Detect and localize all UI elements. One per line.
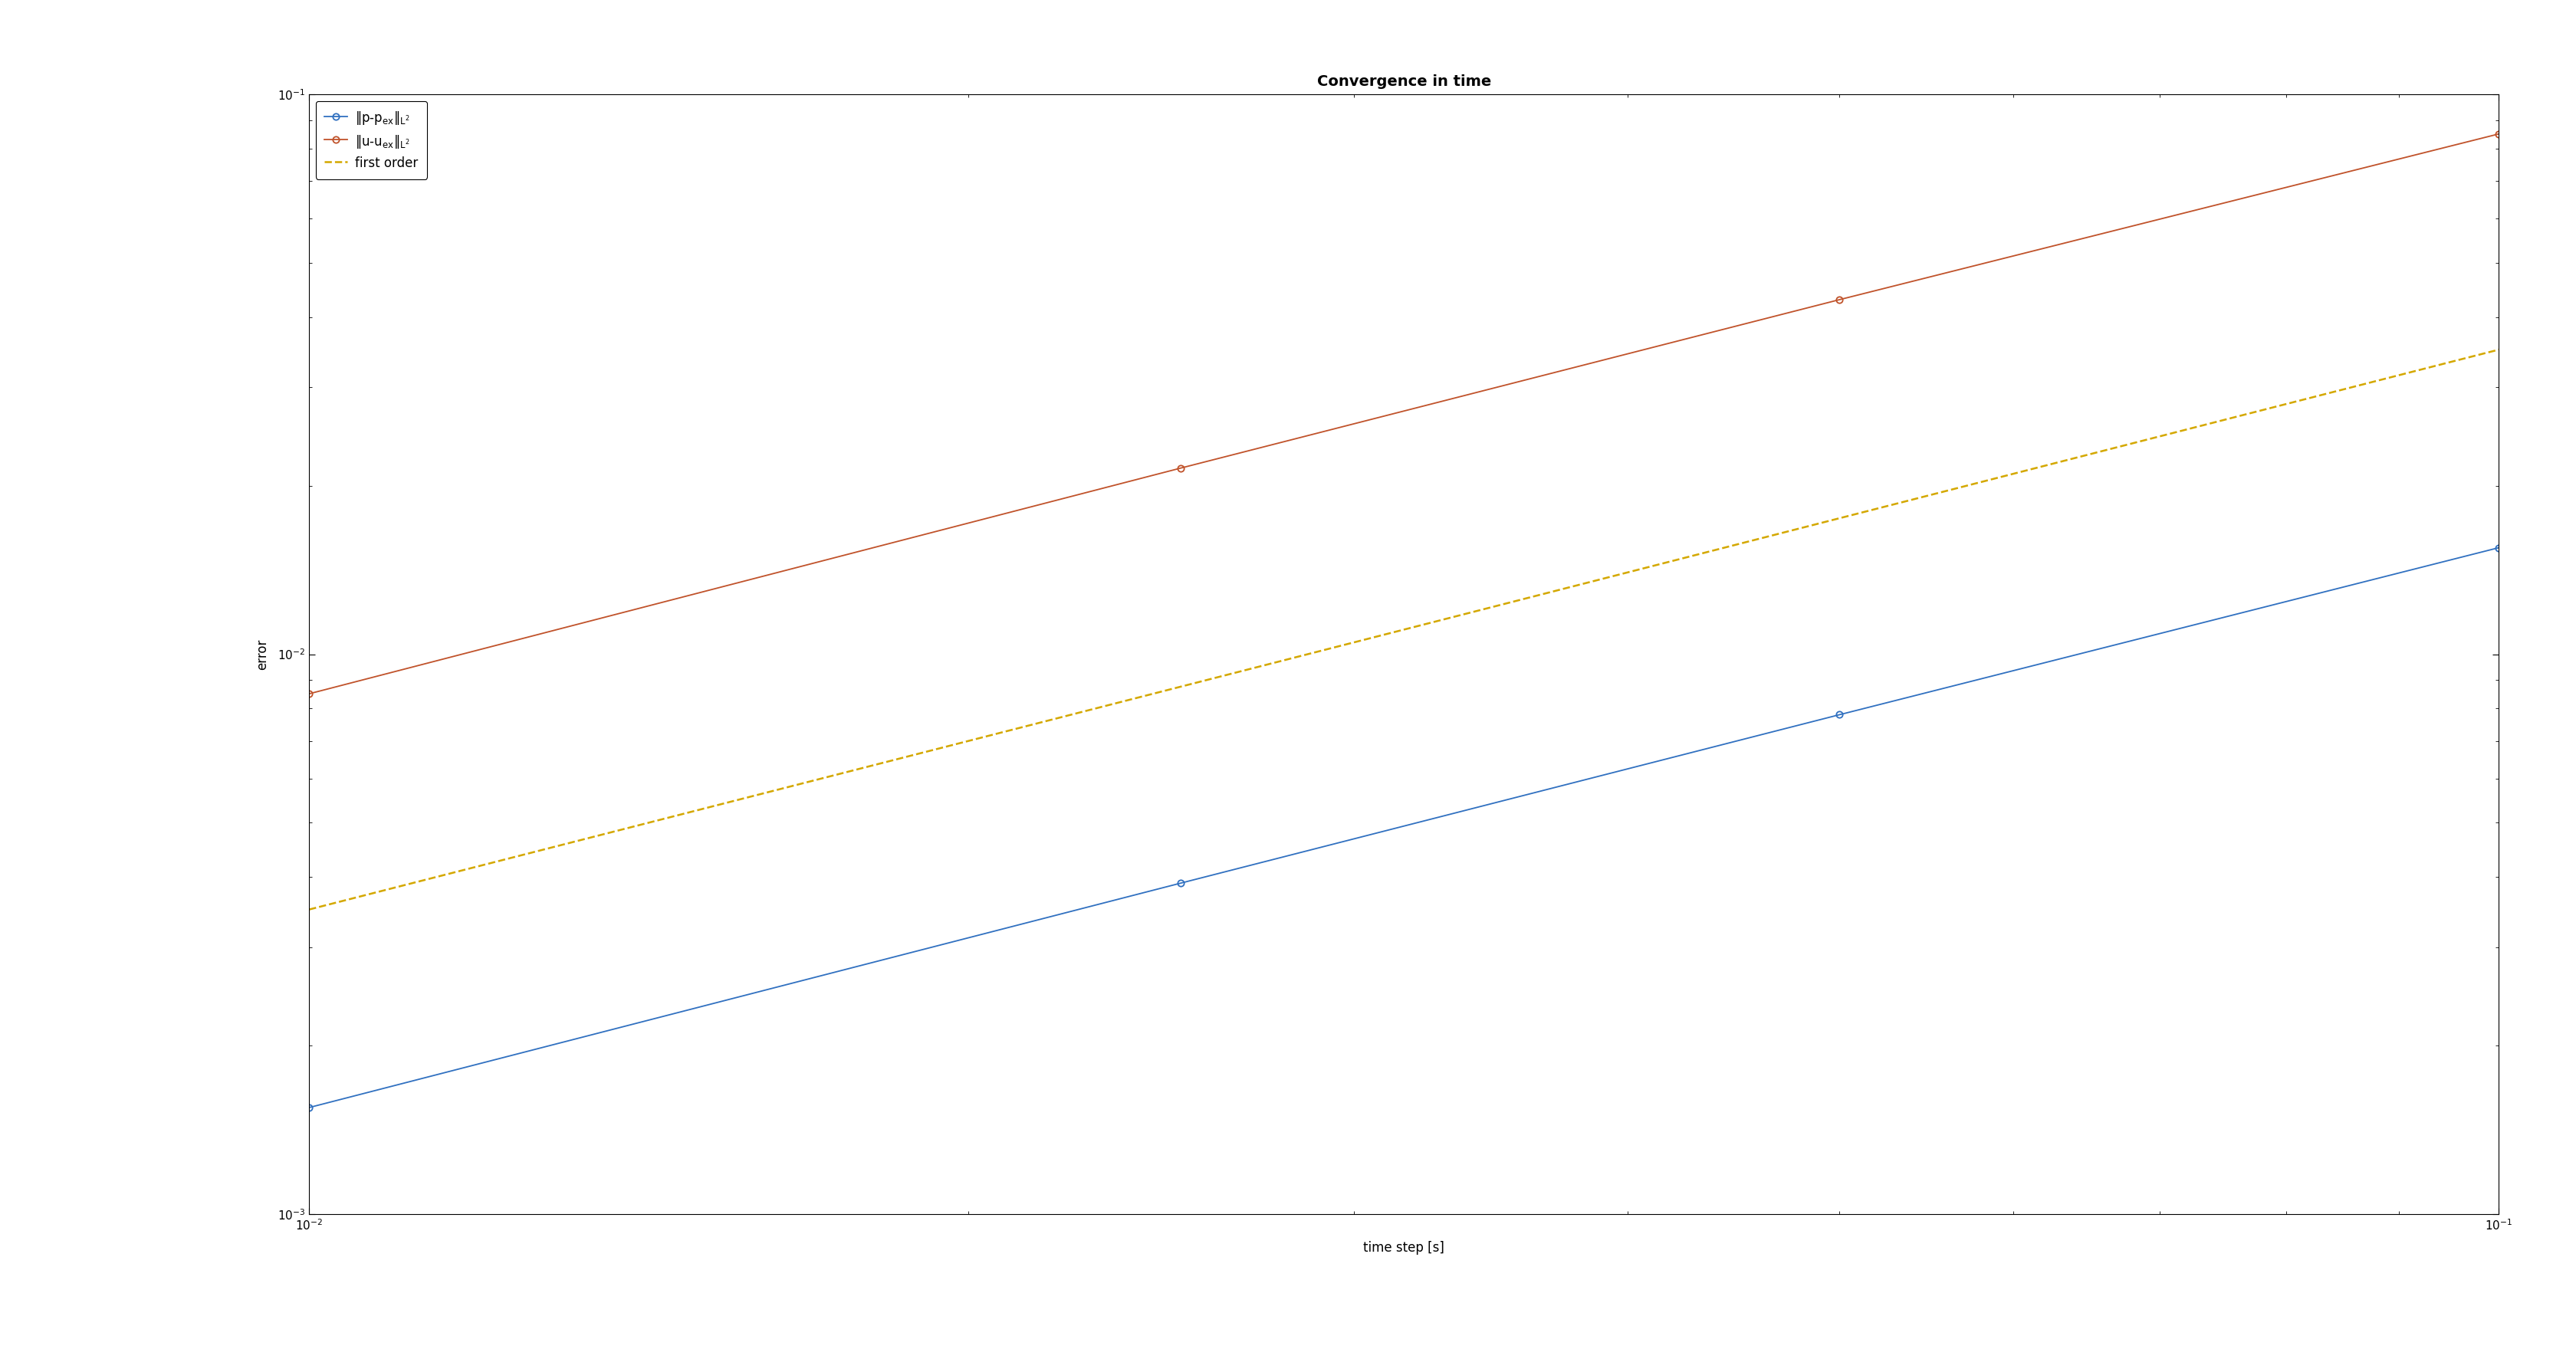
Title: Convergence in time: Convergence in time [1316, 74, 1492, 89]
Legend: $\Vert$p-p$_{\rm ex}\Vert_{L^2}$, $\Vert$u-u$_{\rm ex}\Vert_{L^2}$, first order: $\Vert$p-p$_{\rm ex}\Vert_{L^2}$, $\Vert… [314, 101, 428, 179]
Y-axis label: error: error [255, 639, 268, 669]
X-axis label: time step [s]: time step [s] [1363, 1241, 1445, 1255]
